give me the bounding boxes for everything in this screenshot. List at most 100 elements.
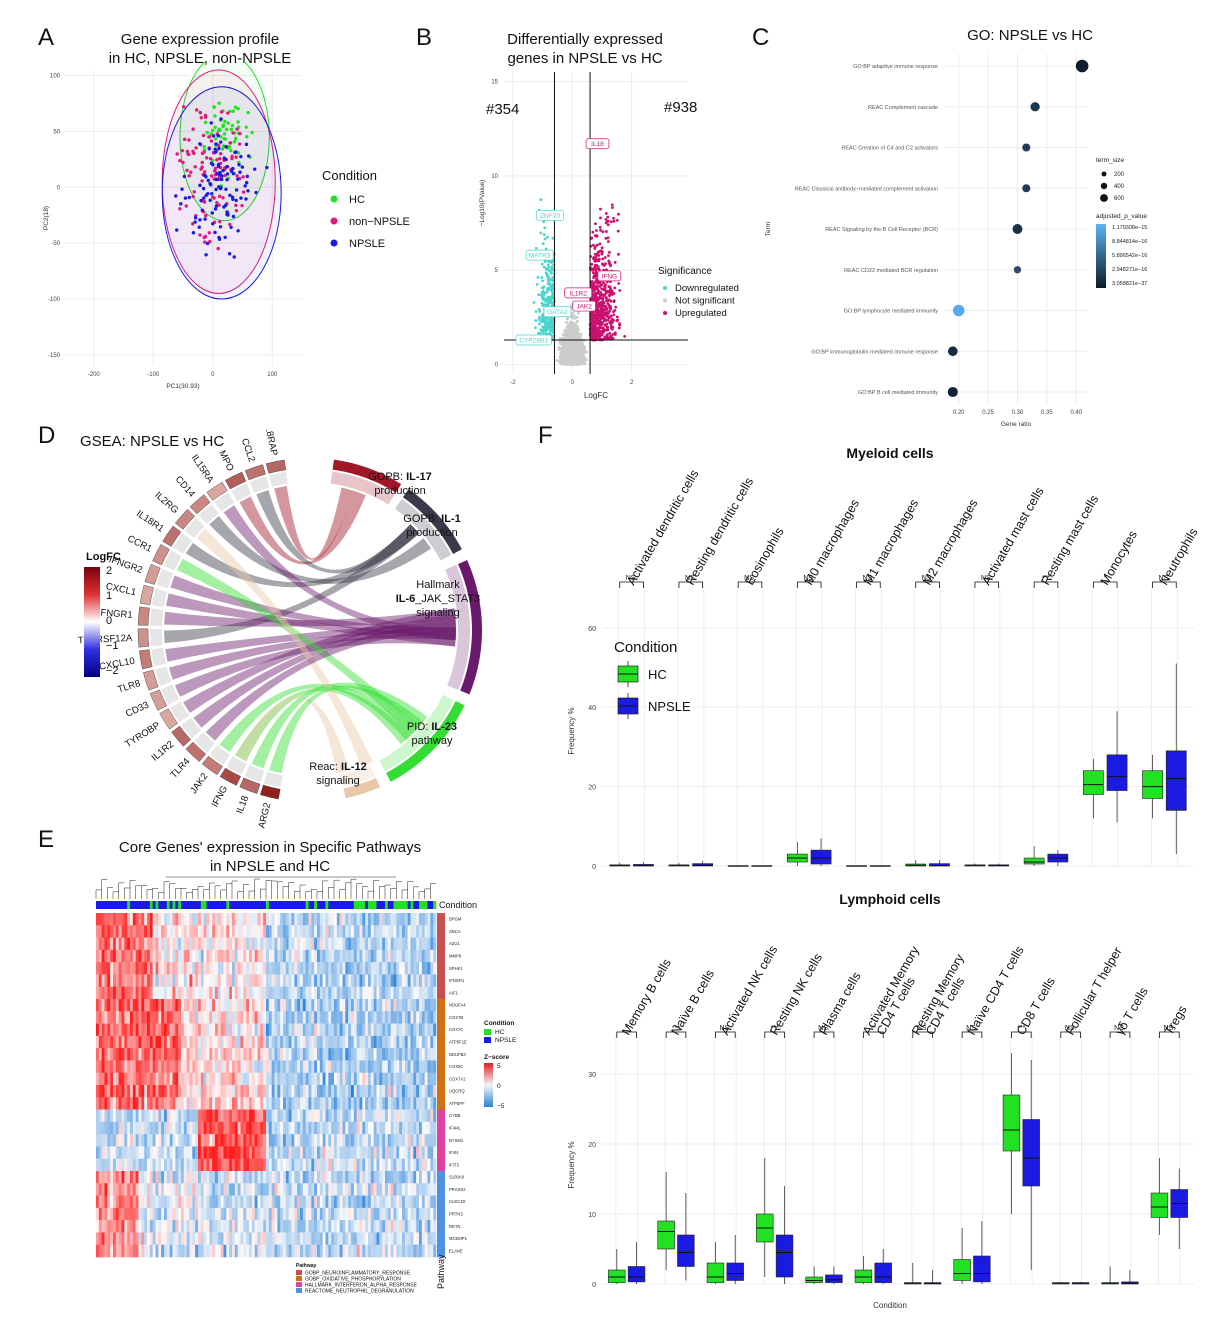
heatmap-cell [353, 937, 357, 951]
heatmap-cell [164, 1048, 168, 1061]
heatmap-cell [164, 1023, 168, 1037]
chord-ribbon [166, 593, 456, 647]
heatmap-cell [416, 1109, 420, 1123]
heatmap-cell [118, 949, 122, 963]
data-point [601, 326, 605, 330]
condition-annotation-cell [152, 901, 156, 909]
heatmap-cell [183, 1011, 187, 1024]
x-tick-label: 0 [571, 380, 575, 386]
heatmap-cell [311, 974, 315, 988]
data-point [226, 111, 230, 115]
heatmap-cell [294, 1048, 298, 1061]
heatmap-cell [152, 974, 156, 988]
y-tick-label: 100 [50, 74, 61, 80]
heatmap-cell [302, 986, 306, 1000]
data-point [551, 296, 555, 300]
heatmap-cell [308, 1060, 312, 1074]
heatmap-cell [322, 949, 326, 963]
chord-ribbon [251, 682, 428, 769]
panel-d-title: GSEA: NPSLE vs HC [80, 433, 225, 450]
legend-size-label: 400 [1114, 184, 1125, 190]
heatmap-cell [373, 1035, 377, 1049]
heatmap-cell [186, 913, 190, 926]
heatmap-cell [124, 1134, 128, 1147]
heatmap-cell [334, 1109, 338, 1123]
heatmap-cell [421, 1072, 425, 1086]
heatmap-cell [254, 913, 258, 926]
gene-label: TYROBP [123, 720, 162, 750]
heatmap-cell [280, 974, 284, 988]
heatmap-cell [348, 1085, 352, 1098]
data-point [191, 222, 195, 226]
data-point [595, 336, 599, 339]
term-dot [1022, 184, 1031, 193]
heatmap-cell [365, 999, 369, 1012]
heatmap-cell [118, 1121, 122, 1135]
pathway-annotation-cell [437, 1072, 445, 1086]
heatmap-cell [141, 999, 145, 1012]
heatmap-cell [164, 913, 168, 926]
heatmap-cell [251, 1023, 255, 1037]
color-scale-label: 1 [106, 590, 112, 602]
gene-label: CD14 [173, 474, 197, 500]
x-tick-label: 0.40 [1070, 410, 1082, 416]
heatmap-cell [365, 1121, 369, 1135]
heatmap-cell [195, 962, 199, 975]
heatmap-cell [161, 1011, 165, 1024]
heatmap-cell [243, 1023, 247, 1037]
heatmap-cell [317, 913, 321, 926]
heatmap-cell [101, 1121, 105, 1135]
heatmap-cell [251, 925, 255, 938]
heatmap-cell [404, 949, 408, 963]
heatmap-cell [410, 1097, 414, 1110]
heatmap-cell [220, 1134, 224, 1147]
data-point [581, 358, 585, 362]
chord-ribbon [235, 696, 350, 774]
heatmap-cell [198, 949, 202, 963]
data-point [604, 236, 608, 240]
data-point [223, 137, 228, 141]
heatmap-cell [387, 974, 391, 988]
data-point [198, 183, 202, 188]
data-point [224, 203, 228, 208]
heatmap-cell [121, 1011, 125, 1024]
heatmap-cell [135, 962, 139, 975]
data-point [233, 139, 237, 144]
heatmap-cell [362, 925, 366, 938]
heatmap-cell [141, 1060, 145, 1074]
heatmap-cell [249, 1060, 253, 1074]
heatmap-cell [387, 1035, 391, 1049]
condition-annotation-cell [277, 901, 281, 909]
heatmap-cell [334, 913, 338, 926]
heatmap-cell [149, 1011, 153, 1024]
gene-label: ZNF70 [540, 213, 560, 220]
x-axis-label: Gene ratio [1001, 421, 1032, 428]
heatmap-cell [96, 1072, 100, 1086]
data-point [217, 203, 221, 207]
heatmap-cell [407, 913, 411, 926]
heatmap-cell [300, 1121, 304, 1135]
data-point [562, 356, 566, 360]
data-point [178, 207, 182, 211]
gene-inner-arc [194, 732, 215, 753]
heatmap-cell [178, 1121, 182, 1135]
heatmap-cell [319, 1109, 323, 1123]
heatmap-cell [263, 1109, 267, 1123]
heatmap-cell [362, 913, 366, 926]
heatmap-cell [172, 1097, 176, 1110]
heatmap-cell [271, 999, 275, 1012]
heatmap-cell [175, 974, 179, 988]
heatmap-cell [161, 925, 165, 938]
heatmap-cell [430, 1011, 434, 1024]
heatmap-cell [178, 1097, 182, 1110]
heatmap-cell [189, 1109, 193, 1123]
heatmap-cell [121, 925, 125, 938]
data-point [565, 321, 569, 325]
heatmap-cell [158, 1011, 162, 1024]
heatmap-cell [155, 974, 159, 988]
heatmap-cell [192, 949, 196, 963]
heatmap-cell [430, 1085, 434, 1098]
data-point [565, 325, 569, 329]
heatmap-cell [152, 1097, 156, 1110]
heatmap-cell [138, 1109, 142, 1123]
